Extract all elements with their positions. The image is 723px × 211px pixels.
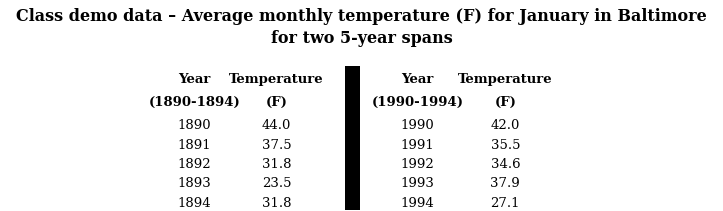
Text: 1994: 1994 <box>401 197 434 210</box>
Text: (F): (F) <box>495 96 516 109</box>
Text: 44.0: 44.0 <box>262 119 291 133</box>
Text: 1991: 1991 <box>401 139 434 152</box>
Text: (1990-1994): (1990-1994) <box>372 96 463 109</box>
Text: 1890: 1890 <box>177 119 211 133</box>
Text: 42.0: 42.0 <box>491 119 520 133</box>
Text: Year: Year <box>178 73 210 86</box>
Text: 1992: 1992 <box>401 158 434 171</box>
Text: 23.5: 23.5 <box>262 177 291 190</box>
Text: Temperature: Temperature <box>458 73 552 86</box>
Text: Year: Year <box>401 73 434 86</box>
Text: 37.9: 37.9 <box>490 177 520 190</box>
Text: 35.5: 35.5 <box>491 139 520 152</box>
Text: 1993: 1993 <box>401 177 435 190</box>
Text: 37.5: 37.5 <box>262 139 291 152</box>
Text: Class demo data – Average monthly temperature (F) for January in Baltimore
for t: Class demo data – Average monthly temper… <box>16 8 707 47</box>
Text: 1894: 1894 <box>177 197 211 210</box>
Text: 1892: 1892 <box>177 158 211 171</box>
Bar <box>345 66 360 210</box>
Text: (F): (F) <box>265 96 287 109</box>
Text: (1890-1894): (1890-1894) <box>148 96 240 109</box>
Text: Temperature: Temperature <box>229 73 324 86</box>
Text: 31.8: 31.8 <box>262 197 291 210</box>
Text: 1990: 1990 <box>401 119 434 133</box>
Text: 31.8: 31.8 <box>262 158 291 171</box>
Text: 1891: 1891 <box>177 139 211 152</box>
Text: 34.6: 34.6 <box>490 158 520 171</box>
Text: 1893: 1893 <box>177 177 211 190</box>
Text: 27.1: 27.1 <box>491 197 520 210</box>
